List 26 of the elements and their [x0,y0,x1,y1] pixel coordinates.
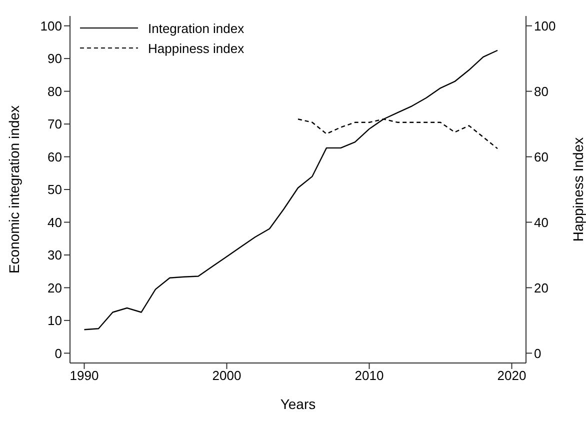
y-tick-label: 80 [48,84,62,99]
y-tick-label: 70 [48,116,62,132]
legend-label: Integration index [148,20,244,36]
legend-label: Happiness index [148,40,244,56]
y-tick-label: 90 [48,51,62,66]
y-tick-label: 20 [48,280,62,296]
x-tick-label: 2010 [354,368,384,384]
x-tick-label: 2000 [212,368,242,384]
y2-axis-title: Happiness Index [570,137,586,242]
y-tick-label: 10 [48,313,62,328]
y2-tick-label: 40 [534,214,548,230]
y-tick-label: 50 [48,182,62,198]
y-tick-label: 40 [48,214,62,230]
y-tick-label: 60 [48,149,62,164]
y-axis-title: Economic integration index [6,105,22,274]
y-tick-label: 100 [40,18,62,34]
y-tick-label: 0 [54,346,62,361]
x-tick-label: 1990 [70,368,99,384]
y2-tick-label: 80 [534,84,548,99]
x-tick-label: 2020 [497,368,526,384]
y2-tick-label: 100 [534,18,556,34]
y2-tick-label: 20 [534,280,548,296]
y2-tick-label: 0 [534,346,542,361]
y2-tick-label: 60 [534,149,548,164]
y-tick-label: 30 [48,248,62,263]
x-axis-title: Years [280,396,316,412]
